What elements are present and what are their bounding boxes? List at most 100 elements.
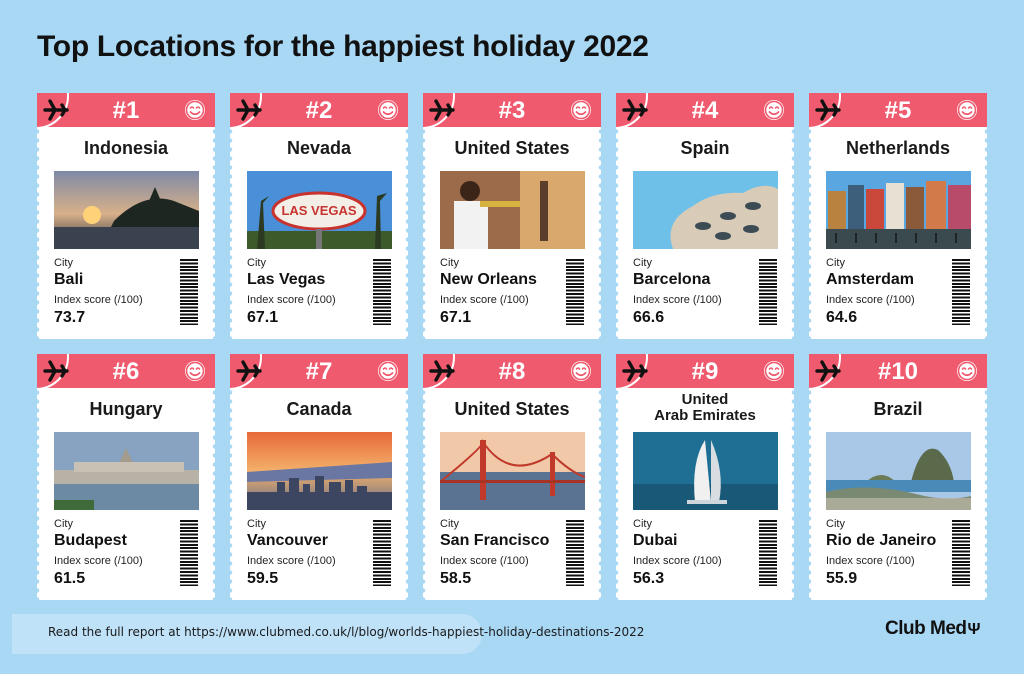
score-label: Index score (/100) <box>633 294 722 306</box>
smiley-icon <box>183 359 207 383</box>
destination-photo <box>633 432 778 510</box>
ticket-card: #7 Canada City Vancouver Index score (/1… <box>227 354 411 600</box>
destination-photo <box>826 171 971 249</box>
location-name: Brazil <box>873 399 923 419</box>
ticket-card: #2 Nevada LAS VEGAS City Las Vegas Index… <box>227 93 411 339</box>
smiley-icon <box>183 98 207 122</box>
ticket-info: City Dubai Index score (/100) 56.3 <box>633 518 722 588</box>
ticket-header: #3 <box>423 93 601 127</box>
ticket-info: City Las Vegas Index score (/100) 67.1 <box>247 257 336 327</box>
destination-photo <box>440 171 585 249</box>
airplane-icon <box>43 98 69 122</box>
barcode <box>566 520 584 586</box>
ticket-header: #5 <box>809 93 987 127</box>
airplane-icon <box>815 98 841 122</box>
barcode <box>373 520 391 586</box>
barcode <box>952 259 970 325</box>
city-label: City <box>54 257 73 269</box>
svg-text:LAS VEGAS: LAS VEGAS <box>281 203 356 218</box>
score-label: Index score (/100) <box>247 294 336 306</box>
barcode <box>180 259 198 325</box>
city-label: City <box>826 518 845 530</box>
city-name: Vancouver <box>247 532 328 549</box>
score-label: Index score (/100) <box>247 555 336 567</box>
city-name: Budapest <box>54 532 127 549</box>
ticket-info: City Rio de Janeiro Index score (/100) 5… <box>826 518 936 588</box>
smiley-icon <box>376 359 400 383</box>
city-label: City <box>54 518 73 530</box>
city-name: Las Vegas <box>247 271 326 288</box>
city-label: City <box>440 257 459 269</box>
location-name: United States <box>454 138 570 158</box>
brand-logo: Club MedΨ <box>885 618 980 640</box>
location-name: Spain <box>680 138 730 158</box>
smiley-icon <box>569 359 593 383</box>
score-value: 56.3 <box>633 570 665 587</box>
smiley-icon <box>762 98 786 122</box>
score-value: 73.7 <box>54 309 86 326</box>
ticket-info: City Budapest Index score (/100) 61.5 <box>54 518 143 588</box>
city-label: City <box>633 257 652 269</box>
destination-photo <box>633 171 778 249</box>
score-label: Index score (/100) <box>54 294 143 306</box>
ticket-header: #4 <box>616 93 794 127</box>
page-title: Top Locations for the happiest holiday 2… <box>37 30 649 63</box>
score-label: Index score (/100) <box>826 294 915 306</box>
smiley-icon <box>955 98 979 122</box>
rank-number: #10 <box>877 358 919 385</box>
barcode <box>759 520 777 586</box>
rank-number: #5 <box>884 97 912 124</box>
airplane-icon <box>43 359 69 383</box>
ticket-header: #8 <box>423 354 601 388</box>
destination-photo <box>54 432 199 510</box>
score-label: Index score (/100) <box>440 294 529 306</box>
ticket-header: #9 <box>616 354 794 388</box>
ticket-info: City Barcelona Index score (/100) 66.6 <box>633 257 722 327</box>
city-label: City <box>247 518 266 530</box>
smiley-icon <box>955 359 979 383</box>
location-name: United States <box>454 399 570 419</box>
score-value: 67.1 <box>440 309 472 326</box>
ticket-card: #3 United States City New Orleans Index … <box>420 93 604 339</box>
airplane-icon <box>622 98 648 122</box>
location-name: Hungary <box>89 399 163 419</box>
barcode <box>373 259 391 325</box>
airplane-icon <box>236 359 262 383</box>
ticket-info: City Amsterdam Index score (/100) 64.6 <box>826 257 915 327</box>
barcode <box>566 259 584 325</box>
ticket-card: #9 United Arab Emirates City Dubai Index … <box>613 354 797 600</box>
city-name: Bali <box>54 271 84 288</box>
ticket-card: #5 Netherlands City Amsterdam Index scor… <box>806 93 990 339</box>
location-name: Indonesia <box>83 138 168 158</box>
ticket-card: #8 United States City San Francisco Inde… <box>420 354 604 600</box>
ticket-info: City San Francisco Index score (/100) 58… <box>440 518 549 588</box>
score-label: Index score (/100) <box>633 555 722 567</box>
score-value: 61.5 <box>54 570 86 587</box>
city-name: Dubai <box>633 532 678 549</box>
score-value: 64.6 <box>826 309 858 326</box>
ticket-header: #10 <box>809 354 987 388</box>
score-label: Index score (/100) <box>54 555 143 567</box>
score-value: 66.6 <box>633 309 665 326</box>
barcode <box>952 520 970 586</box>
smiley-icon <box>762 359 786 383</box>
city-name: New Orleans <box>440 271 537 288</box>
location-name: Netherlands <box>845 138 951 158</box>
rank-number: #6 <box>112 358 140 385</box>
airplane-icon <box>622 359 648 383</box>
destination-photo <box>440 432 585 510</box>
score-value: 59.5 <box>247 570 279 587</box>
location-name: Nevada <box>286 138 352 158</box>
city-name: San Francisco <box>440 532 550 549</box>
location-name: Canada <box>286 399 352 419</box>
ticket-header: #2 <box>230 93 408 127</box>
barcode <box>759 259 777 325</box>
city-label: City <box>247 257 266 269</box>
ticket-header: #6 <box>37 354 215 388</box>
ticket-card: #4 Spain City Barcelona Index score (/10… <box>613 93 797 339</box>
footer-bubble <box>12 614 482 654</box>
footer-link-text[interactable]: Read the full report at https://www.club… <box>48 625 645 639</box>
airplane-icon <box>236 98 262 122</box>
rank-number: #1 <box>112 97 140 124</box>
destination-photo <box>247 432 392 510</box>
